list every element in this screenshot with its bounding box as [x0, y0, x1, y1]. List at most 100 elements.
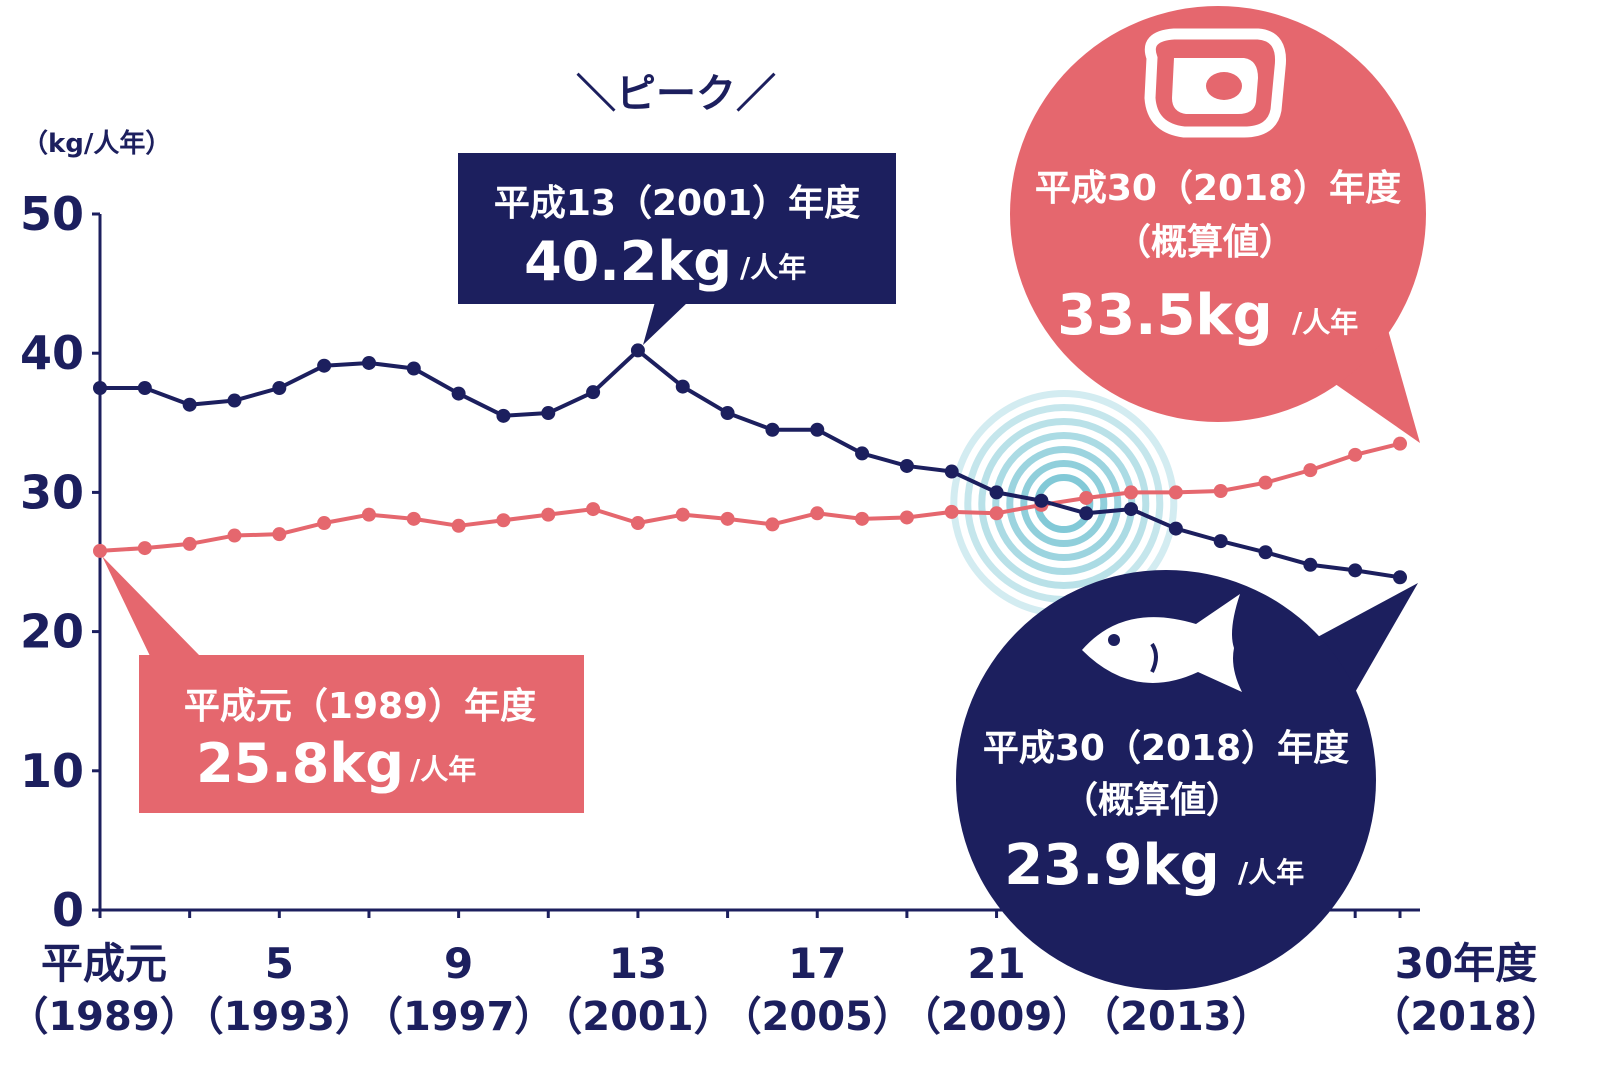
data-point-fish [227, 393, 242, 408]
data-point-fish [496, 408, 511, 423]
x-tick-label: 17 [788, 939, 846, 988]
peak-label: ＼ピーク／ [576, 71, 776, 117]
data-point-fish [137, 381, 152, 395]
fish-icon [1082, 594, 1242, 692]
data-point-meat [855, 511, 870, 526]
x-tick-sublabel: （2001） [542, 994, 733, 1040]
meat-year: 平成30（2018）年度 [1035, 168, 1401, 209]
series-meat [93, 436, 1407, 558]
data-point-fish [1034, 493, 1049, 508]
data-point-fish [586, 385, 601, 400]
meat-estimate: （概算値） [1115, 222, 1295, 263]
data-point-meat [989, 506, 1004, 521]
data-point-fish [451, 386, 466, 401]
data-point-fish [361, 355, 376, 370]
data-point-fish [855, 446, 870, 461]
x-tick-label: 13 [609, 939, 667, 988]
data-point-meat [1079, 490, 1094, 505]
data-point-meat [1393, 436, 1407, 451]
data-point-meat [1124, 485, 1139, 500]
data-point-meat [93, 543, 107, 558]
data-point-fish [182, 397, 197, 412]
x-tick-sublabel: （1993） [184, 994, 375, 1040]
peak-value: 40.2kg [524, 230, 732, 293]
meat-bubble: 平成30（2018）年度 （概算値） 33.5kg /人年 [1010, 6, 1426, 443]
data-point-meat [272, 527, 287, 542]
data-point-fish [1258, 545, 1273, 560]
x-tick-label: 9 [444, 939, 473, 988]
y-unit-label: （kg/人年） [22, 128, 171, 159]
y-tick-label: 20 [20, 605, 84, 659]
x-tick-label: 21 [967, 939, 1025, 988]
data-point-fish [317, 358, 332, 373]
meat-icon [1144, 28, 1287, 138]
fish-bubble: 平成30（2018）年度 （概算値） 23.9kg /人年 [956, 570, 1418, 990]
y-ticks: 0 10 20 30 40 50 [20, 187, 100, 937]
data-point-meat [406, 511, 421, 526]
data-point-fish [765, 422, 780, 437]
peak-year: 平成13（2001）年度 [494, 183, 860, 224]
series-fish [93, 343, 1407, 585]
meat-value: 33.5kg [1057, 283, 1273, 348]
data-point-fish [93, 381, 107, 395]
data-point-meat [1213, 484, 1228, 499]
data-point-fish [1393, 570, 1407, 585]
start-callout-box [139, 655, 584, 813]
x-ticks: 平成元 （1989） 5 （1993） 9 （1997） 13 （2001） 17 （2005） 2… [8, 910, 1562, 1040]
fish-bubble-circle [956, 570, 1376, 990]
start-value: 25.8kg [196, 732, 404, 795]
data-point-meat [317, 516, 332, 531]
start-callout: 平成元（1989）年度 25.8kg /人年 [102, 556, 584, 813]
data-point-meat [810, 506, 825, 521]
data-point-meat [944, 504, 959, 519]
peak-callout: ＼ピーク／ 平成13（2001）年度 40.2kg /人年 [458, 71, 896, 345]
data-point-meat [361, 507, 376, 522]
fish-unit: /人年 [1238, 856, 1304, 889]
fish-value: 23.9kg [1004, 833, 1220, 898]
fish-estimate: （概算値） [1062, 780, 1242, 821]
data-point-meat [137, 541, 152, 556]
data-point-fish [944, 464, 959, 479]
meat-unit: /人年 [1292, 306, 1358, 339]
data-point-fish [675, 379, 690, 394]
data-point-fish [1079, 506, 1094, 521]
data-point-meat [451, 518, 466, 533]
ripple-ring [1006, 446, 1122, 562]
data-point-fish [720, 406, 735, 421]
data-point-fish [1348, 563, 1363, 578]
x-tick-label: 5 [265, 939, 294, 988]
series-line-fish [100, 348, 1401, 580]
x-tick-sublabel: （2009） [901, 994, 1092, 1040]
ripple-ring [978, 418, 1150, 590]
data-point-meat [586, 502, 601, 517]
data-point-fish [630, 343, 645, 358]
y-tick-label: 10 [20, 744, 84, 798]
data-point-meat [675, 507, 690, 522]
data-point-meat [541, 507, 556, 522]
peak-callout-box [458, 153, 896, 304]
x-tick-label: 平成元 [41, 939, 167, 988]
y-tick-label: 30 [20, 465, 84, 519]
peak-unit: /人年 [740, 251, 806, 284]
data-point-fish [899, 458, 914, 473]
peak-callout-pointer [643, 302, 688, 345]
start-callout-pointer [102, 556, 200, 656]
data-point-meat [765, 517, 780, 532]
data-point-meat [496, 513, 511, 528]
data-point-meat [1258, 475, 1273, 490]
data-point-meat [227, 528, 242, 543]
data-point-meat [630, 516, 645, 531]
meat-bubble-circle [1010, 6, 1426, 422]
y-tick-label: 0 [52, 883, 84, 937]
ripple-ring [1020, 460, 1108, 548]
x-tick-sublabel: （2005） [722, 994, 913, 1040]
data-point-fish [989, 485, 1004, 500]
data-point-meat [1303, 463, 1318, 478]
data-point-fish [810, 422, 825, 437]
x-tick-sublabel: （1997） [363, 994, 554, 1040]
data-point-fish [1213, 534, 1228, 549]
ripple-ring [992, 432, 1136, 576]
series-line-meat [99, 441, 1401, 553]
data-point-meat [899, 510, 914, 525]
